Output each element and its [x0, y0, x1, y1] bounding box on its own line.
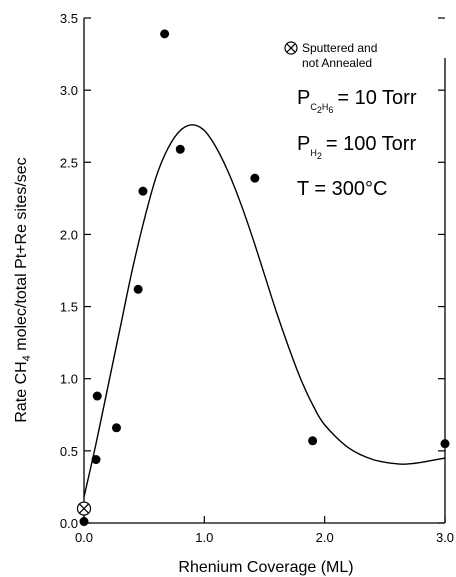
x-tick-label: 3.0 [436, 530, 454, 545]
data-points-layer [76, 29, 450, 527]
fit-curve [83, 124, 446, 498]
legend-label-line-2: not Annealed [302, 56, 372, 70]
y-axis-label-part-1: Rate CH [13, 361, 30, 422]
y-axis-label: Rate CH4 molec/total Pt+Re sites/sec [13, 157, 33, 422]
data-point [250, 173, 260, 183]
data-point [133, 284, 143, 294]
data-point [92, 391, 102, 401]
temperature-label: T = 300°C [297, 178, 387, 200]
x-tick-label: 2.0 [316, 530, 334, 545]
y-tick-label: 1.0 [60, 372, 78, 387]
y-tick-label: 0.0 [60, 516, 78, 531]
conditions-annotation: PC2H6= 10 Torr PH2= 100 Torr T = 300°C [297, 87, 417, 200]
y-tick-label: 2.5 [60, 155, 78, 170]
y-tick-label: 2.0 [60, 227, 78, 242]
legend-label-line-1: Sputtered and [302, 41, 377, 55]
legend: Sputtered and not Annealed [284, 41, 377, 70]
x-tick-label: 1.0 [195, 530, 213, 545]
legend-crossed-circle-icon [284, 41, 298, 55]
data-point [440, 439, 450, 449]
data-point [91, 455, 101, 465]
fit-curve-layer [83, 124, 446, 498]
y-tick-label: 0.5 [60, 444, 78, 459]
data-point [138, 186, 148, 196]
y-axis-label-subscript: 4 [21, 355, 33, 361]
y-tick-label: 3.5 [60, 11, 78, 26]
y-tick-label: 1.5 [60, 300, 78, 315]
data-point [308, 436, 318, 446]
ticks: 0.0 0.5 1.0 1.5 2.0 2.5 3.0 3.5 0.0 1.0 2.0 3.0 [60, 11, 454, 545]
x-axis-label: Rhenium Coverage (ML) [178, 559, 353, 576]
data-point [160, 29, 170, 39]
y-axis-label-part-2: molec/total Pt+Re sites/sec [13, 157, 30, 355]
data-point [175, 144, 185, 154]
x-tick-label: 0.0 [75, 530, 93, 545]
data-point [79, 517, 89, 527]
sputtered-data-point [76, 501, 92, 516]
marker-cross-b [78, 503, 90, 514]
ethane-pressure-label: PC2H6= 10 Torr [297, 87, 417, 115]
hydrogen-pressure-label: PH2= 100 Torr [297, 133, 416, 161]
data-point [111, 423, 121, 433]
y-tick-label: 3.0 [60, 83, 78, 98]
